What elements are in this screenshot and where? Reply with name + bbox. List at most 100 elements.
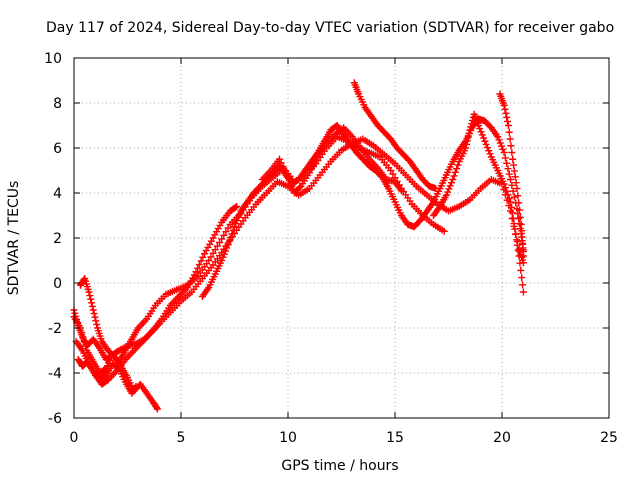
data-point	[87, 295, 95, 303]
data-point	[288, 183, 296, 191]
data-point	[73, 319, 81, 327]
data-point	[466, 126, 474, 134]
data-point	[86, 292, 94, 300]
y-tick-label: 8	[53, 96, 62, 112]
data-point	[88, 302, 96, 310]
y-tick-label: 0	[53, 276, 62, 292]
data-point	[494, 133, 502, 141]
data-point	[153, 404, 161, 412]
data-point	[517, 221, 525, 228]
data-point	[71, 309, 79, 317]
data-point	[207, 253, 215, 261]
data-point	[287, 180, 295, 188]
data-point	[474, 122, 482, 129]
data-point	[504, 122, 512, 129]
data-point	[499, 145, 507, 153]
data-point	[232, 220, 240, 228]
data-point	[88, 299, 96, 307]
data-point	[502, 109, 510, 117]
data-point	[213, 242, 221, 250]
data-point	[445, 185, 453, 193]
data-point	[229, 226, 237, 234]
data-point	[509, 187, 517, 195]
data-point	[482, 140, 490, 148]
data-point	[462, 144, 470, 152]
data-point	[503, 113, 511, 121]
x-tick-label: 25	[600, 430, 618, 446]
data-point	[454, 161, 462, 169]
data-point	[465, 130, 473, 138]
data-point	[504, 165, 512, 173]
data-point	[498, 142, 506, 150]
data-point	[92, 317, 100, 325]
data-point	[514, 247, 522, 255]
data-point	[389, 170, 397, 178]
data-point	[509, 155, 517, 163]
data-point	[222, 247, 230, 255]
data-point	[219, 253, 227, 261]
data-point	[101, 365, 109, 373]
data-point	[195, 261, 203, 269]
data-point	[508, 209, 516, 217]
data-point	[480, 134, 488, 142]
data-point	[501, 154, 509, 162]
data-point	[512, 179, 520, 187]
data-point	[519, 281, 527, 289]
x-tick-label: 5	[177, 430, 186, 446]
data-point	[504, 117, 512, 125]
data-point	[449, 176, 457, 183]
data-point	[511, 225, 519, 233]
data-point	[501, 105, 509, 113]
data-point	[513, 241, 521, 249]
data-point	[211, 246, 219, 254]
data-point	[476, 125, 484, 133]
data-point	[511, 173, 519, 181]
data-point	[284, 173, 292, 181]
data-point	[224, 224, 232, 232]
data-point	[220, 231, 228, 239]
data-point	[518, 233, 526, 241]
data-point	[432, 185, 440, 192]
data-point	[486, 150, 494, 158]
x-tick-label: 10	[279, 430, 297, 446]
data-point	[90, 310, 98, 318]
data-point	[505, 170, 513, 178]
data-point	[464, 133, 472, 141]
data-point	[205, 257, 213, 264]
data-point	[387, 167, 395, 174]
x-tick-label: 0	[70, 430, 79, 446]
data-point	[501, 184, 509, 192]
data-point	[500, 101, 508, 109]
y-tick-label: 2	[53, 231, 62, 247]
data-point	[132, 383, 140, 390]
data-point	[462, 140, 470, 148]
data-point	[495, 136, 503, 144]
data-point	[199, 253, 207, 261]
data-point	[467, 123, 475, 131]
data-point	[277, 159, 285, 167]
data-point	[192, 268, 200, 276]
data-point	[514, 210, 522, 218]
data-point	[220, 250, 228, 258]
data-point	[444, 188, 452, 196]
data-point	[519, 252, 527, 260]
data-point	[279, 162, 287, 170]
data-point	[397, 187, 405, 195]
data-point	[510, 167, 518, 175]
y-tick-label: -4	[48, 366, 62, 382]
data-point	[507, 176, 515, 183]
data-point	[516, 213, 524, 221]
data-point	[519, 239, 527, 247]
data-point	[197, 257, 205, 265]
chart-title: Day 117 of 2024, Sidereal Day-to-day VTE…	[46, 20, 614, 36]
data-point	[481, 137, 489, 145]
data-point	[234, 213, 242, 221]
data-point	[506, 135, 514, 143]
data-point	[503, 187, 511, 195]
data-point	[231, 203, 239, 211]
data-point	[227, 234, 235, 242]
data-point	[507, 142, 515, 150]
data-point	[447, 179, 455, 187]
data-point	[440, 227, 448, 235]
